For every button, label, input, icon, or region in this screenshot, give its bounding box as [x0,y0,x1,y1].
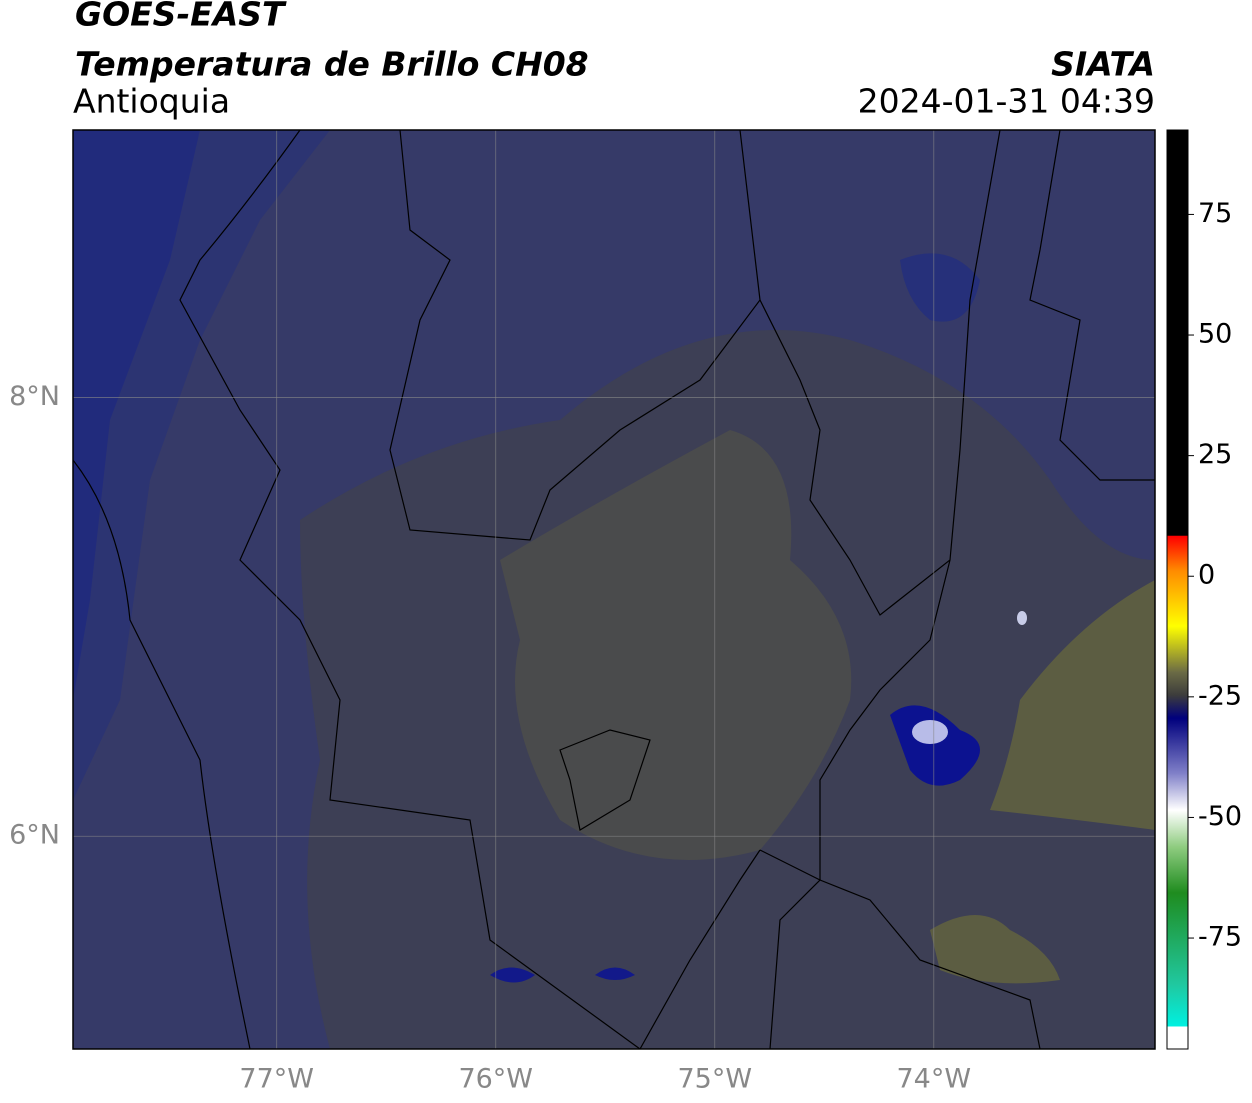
convective-core [912,720,948,744]
colorbar-tick-label: 25 [1198,439,1232,470]
colorbar-tick-label: 50 [1198,319,1232,350]
x-tick-label: 77°W [239,1064,314,1095]
boundaries [73,130,1155,1049]
x-tick-label: 76°W [458,1064,533,1095]
cold-area [900,253,980,322]
region: Antioquia [73,82,230,121]
y-tick-label: 8°N [9,381,60,412]
subtitle: Temperatura de Brillo CH08 [75,45,589,84]
grid [73,130,1155,1049]
y-tick-label: 6°N [9,820,60,851]
warm-area [500,430,852,860]
cold-area [490,967,635,983]
colorbar-tick-label: 0 [1198,560,1215,591]
title: GOES-EAST [75,0,287,34]
warm-area [990,580,1155,830]
convective-cell [890,705,980,786]
colorbar-tick-label: -50 [1198,801,1242,832]
satellite-image [73,130,1155,1049]
map-frame [72,129,1156,1050]
x-tick-label: 75°W [677,1064,752,1095]
warm-area [930,915,1060,984]
colorbar-tick-label: 75 [1198,198,1232,229]
colorbar-tick-label: -75 [1198,922,1242,953]
colorbar [1166,129,1189,1050]
source: SIATA [1051,45,1155,84]
colorbar-tick-label: -25 [1198,680,1242,711]
cold-area [73,130,330,800]
x-tick-label: 74°W [897,1064,972,1095]
convective-core [1017,611,1027,625]
datetime: 2024-01-31 04:39 [858,82,1155,121]
